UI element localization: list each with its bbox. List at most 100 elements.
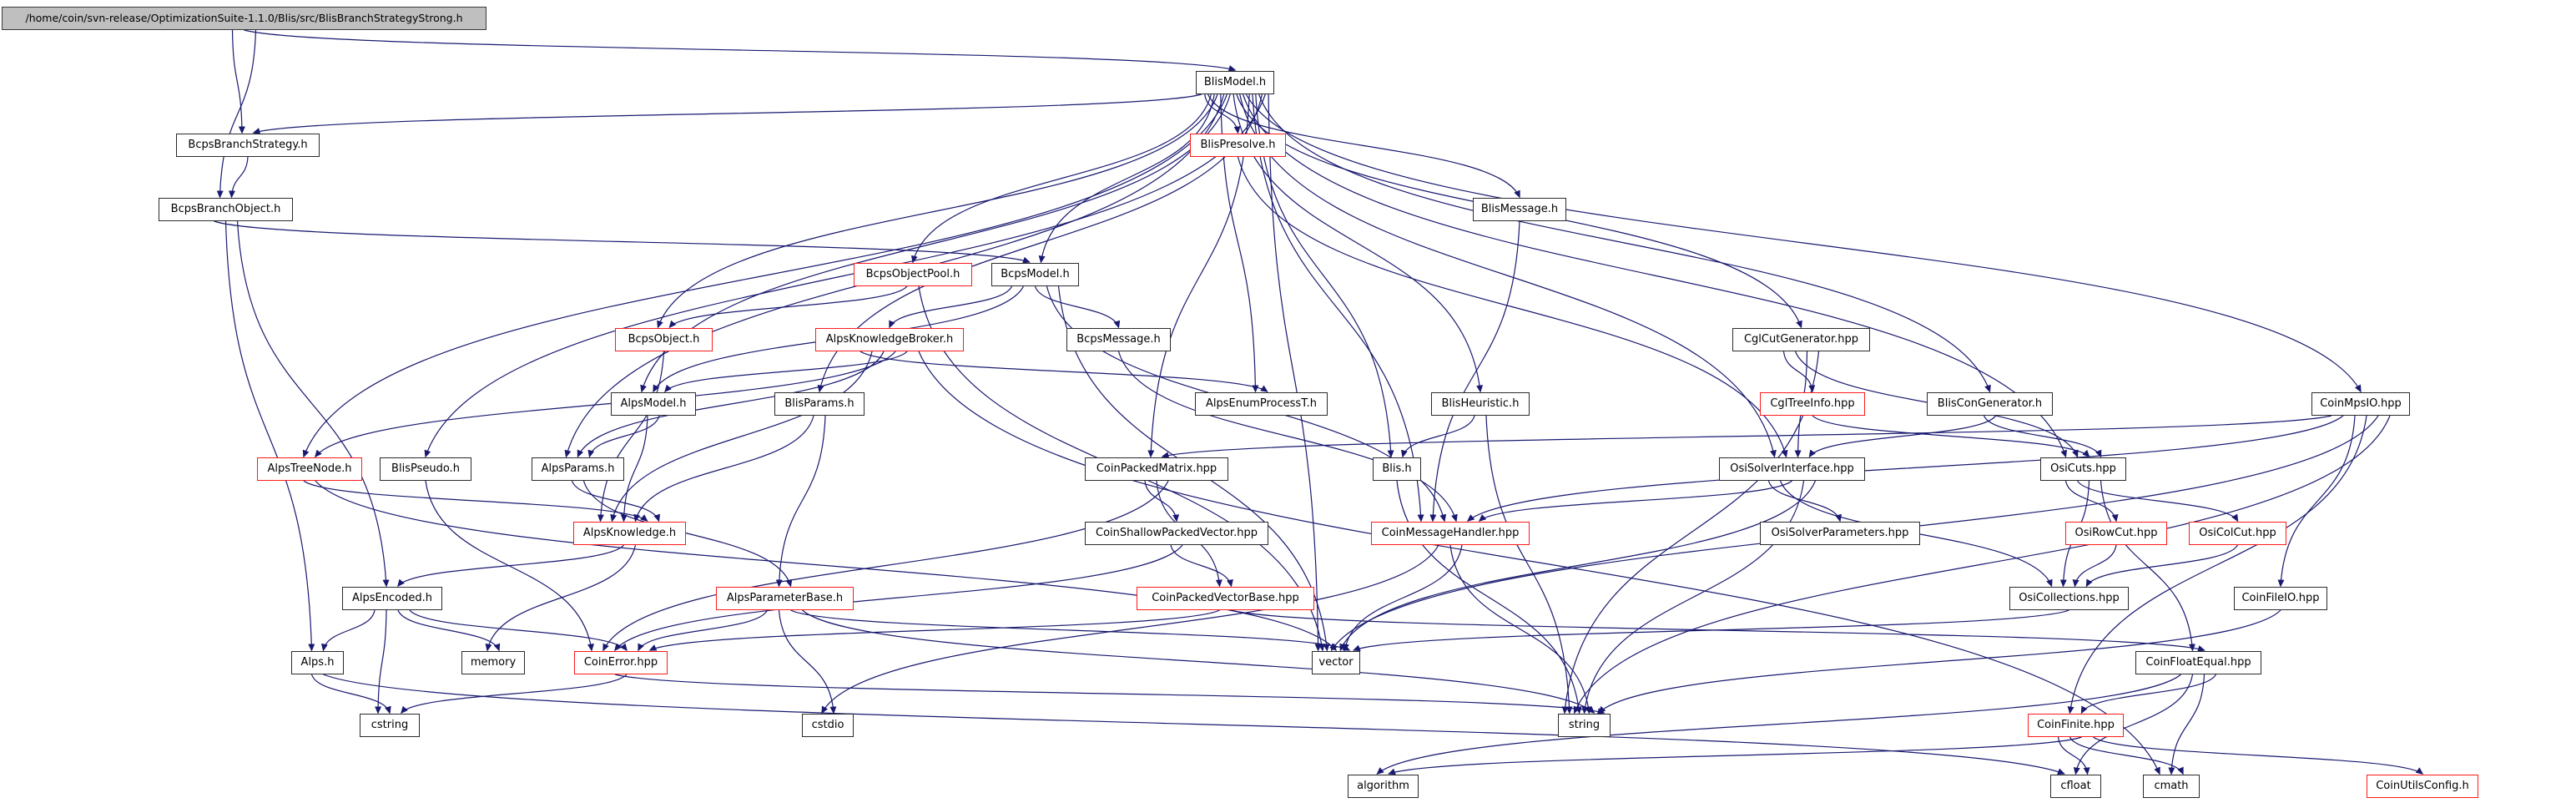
node-alpsenumprocesst-h[interactable]: AlpsEnumProcessT.h	[1195, 392, 1328, 416]
node-coinpackedvectorbase-hpp[interactable]: CoinPackedVectorBase.hpp	[1137, 587, 1314, 610]
edge-coinpackedvectorbase-hpp-to-coinerror-hpp	[648, 609, 1220, 651]
node-coinmpsio-hpp[interactable]: CoinMpsIO.hpp	[2311, 392, 2410, 416]
node-blisparams-h[interactable]: BlisParams.h	[774, 392, 865, 416]
edge-alps-h-to-cstring	[310, 674, 391, 715]
edge-blismodel-h-to-alpstreenode-h	[302, 93, 1228, 458]
node-algorithm[interactable]: algorithm	[1348, 775, 1419, 798]
edge-bliscongenerator-h-to-osicuts-hpp	[1983, 415, 2102, 458]
node-alpsknowledge-h[interactable]: AlpsKnowledge.h	[573, 522, 686, 545]
edge-blismodel-h-to-bcpsobject-h	[657, 93, 1218, 329]
edge-cglcutgenerator-hpp-to-string	[1561, 351, 1820, 715]
node-bcpsmodel-h[interactable]: BcpsModel.h	[991, 263, 1079, 286]
node-osisolverparameters-hpp[interactable]: OsiSolverParameters.hpp	[1760, 522, 1920, 545]
edge-blisheuristic-h-to-blis-h	[1401, 415, 1475, 458]
node-coinfileio-hpp[interactable]: CoinFileIO.hpp	[2234, 587, 2327, 610]
node-blismessage-h[interactable]: BlisMessage.h	[1473, 198, 1566, 221]
edge-coinmpsio-hpp-to-coinfileio-hpp	[2277, 415, 2356, 588]
edge-coinmessagehandler-hpp-to-vector	[1342, 544, 1463, 652]
node-coinpackedmatrix-hpp[interactable]: CoinPackedMatrix.hpp	[1085, 457, 1228, 481]
edge-coinerror-hpp-to-string	[614, 674, 1606, 715]
node-coinfinite-hpp[interactable]: CoinFinite.hpp	[2028, 714, 2124, 737]
edge-alpsparams-h-to-alpsparameterbase-h	[582, 480, 793, 588]
node-blispresolve-h[interactable]: BlisPresolve.h	[1190, 134, 1286, 157]
edge-alpsknowledgebroker-h-to-alpsmodel-h	[664, 351, 908, 393]
edge-root-to-bcpsbranchobject-h	[216, 29, 257, 199]
node-osirowcut-hpp[interactable]: OsiRowCut.hpp	[2065, 522, 2167, 545]
edge-osicollections-hpp-to-vector	[1352, 609, 2069, 652]
node-blis-h[interactable]: Blis.h	[1373, 457, 1421, 481]
edge-coinshallowpackedvector-hpp-to-coinerror-hpp	[614, 544, 1183, 652]
edge-osicolcut-hpp-to-osicollections-hpp	[2085, 544, 2239, 588]
node-vector[interactable]: vector	[1312, 651, 1360, 674]
edge-coinmessagehandler-hpp-to-cstdio	[821, 544, 1439, 715]
node-cgltreeinfo-hpp[interactable]: CglTreeInfo.hpp	[1760, 392, 1865, 416]
node-alpsencoded-h[interactable]: AlpsEncoded.h	[342, 587, 442, 610]
node-coinmessagehandler-hpp[interactable]: CoinMessageHandler.hpp	[1371, 522, 1530, 545]
node-cmath[interactable]: cmath	[2143, 775, 2200, 798]
node-blispseudo-h[interactable]: BlisPseudo.h	[380, 457, 471, 481]
node-string[interactable]: string	[1558, 714, 1611, 737]
node-cstdio[interactable]: cstdio	[802, 714, 854, 737]
edge-blismodel-h-to-bcpsobjectpool-h	[911, 93, 1212, 264]
node-memory[interactable]: memory	[461, 651, 525, 674]
node-blismodel-h[interactable]: BlisModel.h	[1196, 71, 1274, 94]
node-alpsparameterbase-h[interactable]: AlpsParameterBase.h	[716, 587, 854, 610]
node-coinshallowpackedvector-hpp[interactable]: CoinShallowPackedVector.hpp	[1085, 522, 1268, 545]
edge-blismodel-h-to-blis-h	[1255, 93, 1394, 458]
node-alps-h[interactable]: Alps.h	[291, 651, 344, 674]
edge-alpsencoded-h-to-cstring	[375, 609, 387, 715]
node-cglcutgenerator-hpp[interactable]: CglCutGenerator.hpp	[1732, 328, 1870, 351]
edge-coinmpsio-hpp-to-coinpackedmatrix-hpp	[1161, 415, 2332, 459]
node-bcpsmessage-h[interactable]: BcpsMessage.h	[1066, 328, 1171, 351]
node-coinfloatequal-hpp[interactable]: CoinFloatEqual.hpp	[2135, 651, 2261, 674]
node-osicollections-hpp[interactable]: OsiCollections.hpp	[2009, 587, 2129, 610]
node-blisheuristic-h[interactable]: BlisHeuristic.h	[1431, 392, 1530, 416]
edge-coinpackedmatrix-hpp-to-coinerror-hpp	[602, 480, 1169, 652]
edge-blisparams-h-to-alpsparameterbase-h	[775, 415, 826, 588]
edge-coinerror-hpp-to-cstring	[401, 674, 628, 715]
node-bcpsobject-h[interactable]: BcpsObject.h	[615, 328, 713, 351]
edge-alpsmodel-h-to-alpsparams-h	[587, 415, 660, 458]
node-osicolcut-hpp[interactable]: OsiColCut.hpp	[2189, 522, 2286, 545]
node-cstring[interactable]: cstring	[360, 714, 420, 737]
edge-alpstreenode-h-to-vector	[315, 480, 1337, 652]
edge-blismodel-h-to-coinmessagehandler-hpp	[1252, 93, 1424, 523]
edge-alpsparameterbase-h-to-string	[802, 609, 1596, 714]
node-alpsmodel-h[interactable]: AlpsModel.h	[611, 392, 696, 416]
edge-coinmpsio-hpp-to-coinmessagehandler-hpp	[1466, 415, 2344, 522]
edge-coinfinite-hpp-to-coinutilsconfig-h	[2093, 736, 2424, 775]
edge-coinmpsio-hpp-to-string	[1573, 415, 2391, 715]
node-bcpsobjectpool-h[interactable]: BcpsObjectPool.h	[854, 263, 972, 286]
edge-osisolverinterface-hpp-to-coinmessagehandler-hpp	[1478, 480, 1792, 522]
node-osisolverinterface-hpp[interactable]: OsiSolverInterface.hpp	[1719, 457, 1865, 481]
edge-blisheuristic-h-to-string	[1485, 415, 1573, 715]
edge-osisolverinterface-hpp-to-osisolverparameters-hpp	[1767, 480, 1842, 523]
edge-cglcutgenerator-hpp-to-cgltreeinfo-hpp	[1782, 351, 1816, 393]
edge-bcpsmodel-h-to-bcpsmessage-h	[1034, 285, 1121, 329]
node-coinerror-hpp[interactable]: CoinError.hpp	[574, 651, 668, 674]
node-bcpsbranchobject-h[interactable]: BcpsBranchObject.h	[159, 198, 293, 221]
node-bcpsbranchstrategy-h[interactable]: BcpsBranchStrategy.h	[176, 134, 320, 157]
edge-coinfloatequal-hpp-to-cmath	[2168, 674, 2205, 775]
edge-alpsparams-h-to-alpsknowledge-h	[571, 480, 661, 523]
node-bliscongenerator-h[interactable]: BlisConGenerator.h	[1927, 392, 2053, 416]
edge-blismodel-h-to-vector	[1268, 93, 1322, 652]
node-coinutilsconfig-h[interactable]: CoinUtilsConfig.h	[2367, 775, 2478, 798]
edge-blismodel-h-to-coinpackedmatrix-hpp	[1147, 93, 1250, 458]
edge-blismodel-h-to-osisolverinterface-hpp	[1239, 93, 1777, 458]
node-alpsknowledgebroker-h[interactable]: AlpsKnowledgeBroker.h	[815, 328, 964, 351]
edge-alpsknowledgebroker-h-to-alpsparams-h	[577, 351, 885, 458]
node-cfloat[interactable]: cfloat	[2050, 775, 2101, 798]
edge-coinfinite-hpp-to-cmath	[2069, 736, 2184, 775]
edge-blismodel-h-to-coinmpsio-hpp	[1245, 93, 2362, 393]
node-alpstreenode-h[interactable]: AlpsTreeNode.h	[257, 457, 362, 481]
node-osicuts-hpp[interactable]: OsiCuts.hpp	[2040, 457, 2126, 481]
edge-blisparams-h-to-alpsknowledge-h	[633, 415, 814, 523]
edge-alpsencoded-h-to-memory	[397, 609, 501, 652]
node-alpsparams-h[interactable]: AlpsParams.h	[532, 457, 624, 481]
edge-bcpsmodel-h-to-alpsknowledgebroker-h	[889, 285, 1013, 329]
edge-coinfloatequal-hpp-to-cfloat	[2073, 674, 2194, 775]
edge-osisolverinterface-hpp-to-vector	[1339, 480, 1817, 652]
edge-osicuts-hpp-to-osicolcut-hpp	[2076, 480, 2239, 523]
